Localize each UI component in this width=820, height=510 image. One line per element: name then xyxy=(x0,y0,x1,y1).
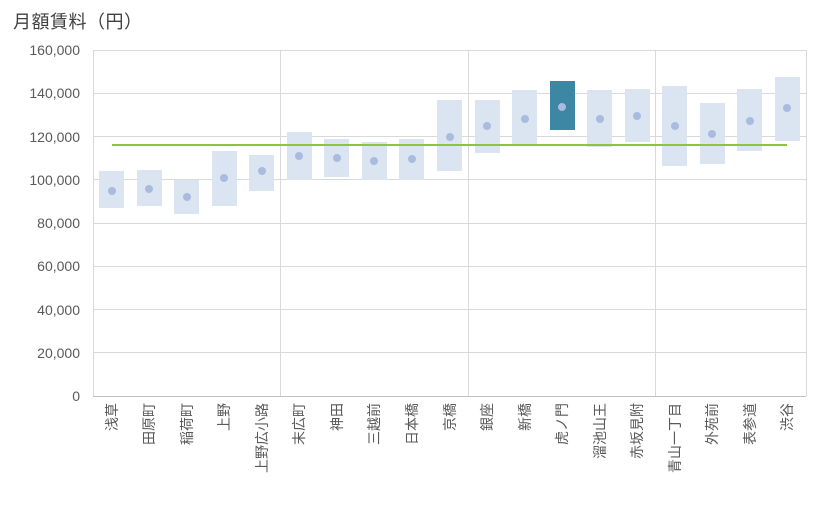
average-reference-line xyxy=(111,144,788,147)
median-dot xyxy=(370,157,379,166)
gridline xyxy=(93,352,806,354)
x-axis-label: 末広町 xyxy=(291,403,308,445)
x-axis-label: 稲荷町 xyxy=(178,403,195,445)
y-axis-label: 0 xyxy=(72,388,80,404)
median-dot xyxy=(558,103,567,112)
y-axis-label: 20,000 xyxy=(37,344,80,361)
gridline xyxy=(93,265,806,267)
x-axis-line xyxy=(93,395,806,397)
x-axis-label: 銀座 xyxy=(479,403,496,431)
median-dot xyxy=(257,167,266,176)
y-axis-label: 80,000 xyxy=(37,215,80,231)
divider-line xyxy=(655,50,657,396)
median-dot xyxy=(708,130,717,139)
x-axis-label: 神田 xyxy=(328,403,345,431)
x-axis-label: 京橋 xyxy=(441,403,458,431)
y-axis-label: 120,000 xyxy=(29,128,80,145)
divider-line xyxy=(467,50,469,396)
x-axis-label: 上野 xyxy=(216,403,233,431)
x-axis-label: 表参道 xyxy=(741,403,758,445)
median-dot xyxy=(220,173,229,182)
x-axis-label: 渋谷 xyxy=(779,403,796,431)
y-axis-label: 160,000 xyxy=(29,42,80,58)
y-axis-label: 40,000 xyxy=(37,301,80,318)
gridline xyxy=(93,222,806,224)
gridline xyxy=(93,49,806,51)
median-dot xyxy=(483,121,492,130)
x-axis-label: 虎ノ門 xyxy=(554,403,571,445)
median-dot xyxy=(445,132,454,141)
y-axis-label: 60,000 xyxy=(37,258,80,275)
x-axis-label: 溜池山王 xyxy=(591,403,608,459)
gridline xyxy=(93,179,806,181)
y-axis-label: 140,000 xyxy=(29,85,80,102)
median-dot xyxy=(145,185,154,194)
median-dot xyxy=(332,154,341,163)
chart-title: 月額賃料（円） xyxy=(13,12,143,32)
x-axis-label: 日本橋 xyxy=(403,403,420,445)
y-axis-label: 100,000 xyxy=(29,171,80,188)
median-dot xyxy=(595,115,604,124)
x-axis-label: 外苑前 xyxy=(704,403,721,445)
median-dot xyxy=(407,155,416,164)
x-axis-label: 赤坂見附 xyxy=(629,403,646,459)
median-dot xyxy=(783,104,792,113)
divider-line xyxy=(280,50,282,396)
x-axis-label: 田原町 xyxy=(141,403,158,445)
plot-border xyxy=(805,50,807,396)
median-dot xyxy=(745,117,754,126)
x-axis-label: 浅草 xyxy=(103,403,120,431)
x-axis-label: 三越前 xyxy=(366,403,383,445)
plot-border xyxy=(92,50,94,396)
median-dot xyxy=(182,193,191,202)
gridline xyxy=(93,309,806,310)
median-dot xyxy=(295,151,304,160)
x-axis-label: 青山一丁目 xyxy=(666,403,683,473)
x-axis-label: 上野広小路 xyxy=(253,403,270,473)
median-dot xyxy=(670,121,679,130)
gridline xyxy=(93,92,806,94)
x-axis-label: 新橋 xyxy=(516,403,533,431)
median-dot xyxy=(107,186,116,195)
median-dot xyxy=(633,111,642,120)
median-dot xyxy=(520,115,529,124)
